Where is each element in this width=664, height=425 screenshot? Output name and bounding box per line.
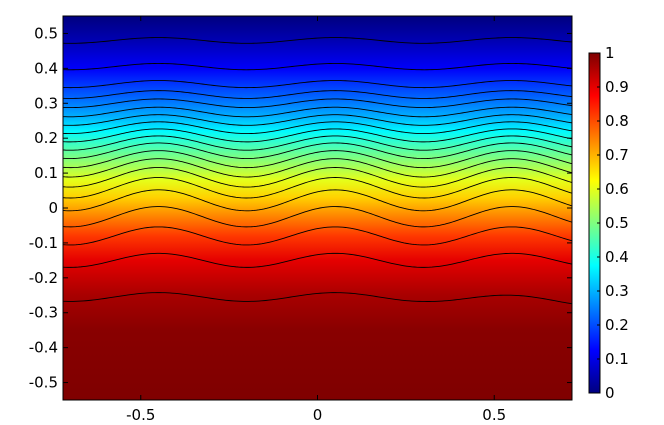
colorbar-tick-label: 0.2 [605,316,629,334]
colorbar-ticks: 1 0.9 0.8 0.7 0.6 0.5 0.4 0.3 0.2 0.1 0 [597,44,629,402]
contour-line [63,90,572,99]
y-tick-label: 0.4 [34,59,58,77]
contour-line [63,37,572,44]
y-axis: 0.5 0.4 0.3 0.2 0.1 0 -0.1 -0.2 -0.3 -0.4 -0.5 [29,24,572,392]
heatmap-field [63,16,572,400]
colorbar-tick-label: 0.4 [605,248,629,266]
x-axis: -0.5 0 0.5 [126,16,506,424]
contour-line [63,106,572,118]
colorbar-scale [589,53,600,393]
contour-line [63,142,572,159]
x-tick-label: 0 [313,406,323,424]
colorbar-tick-label: 0.6 [605,180,629,198]
colorbar-tick-label: 0.5 [605,214,629,232]
y-tick-label: 0.5 [34,24,58,42]
contour-lines [63,37,572,305]
colorbar: 1 0.9 0.8 0.7 0.6 0.5 0.4 0.3 0.2 0.1 0 [588,44,629,402]
contour-line [63,189,572,212]
y-tick-label: -0.1 [29,234,58,252]
colorbar-tick-label: 0.8 [605,112,629,130]
contour-line [63,128,572,143]
y-tick-label: 0.3 [34,94,58,112]
contour-line [63,206,572,228]
y-tick-label: -0.3 [29,304,58,322]
x-tick-label: -0.5 [126,406,155,424]
colorbar-tick-label: 0 [605,384,615,402]
colorbar-tick-label: 0.1 [605,350,629,368]
contour-line [63,114,572,126]
y-tick-label: 0.2 [34,129,58,147]
contour-line [63,252,572,268]
plot-area [62,15,573,401]
contour-line [63,292,572,305]
contour-line [63,177,572,199]
x-tick-label: 0.5 [482,406,506,424]
contour-line [63,167,572,188]
y-tick-label: -0.4 [29,339,58,357]
contour-line [63,121,572,135]
colorbar-tick-label: 0.9 [605,78,629,96]
contour-line [63,80,572,89]
colorbar-tick-label: 0.3 [605,282,629,300]
contour-line [63,135,572,151]
colorbar-tick-label: 0.7 [605,146,629,164]
contour-line [63,150,572,169]
contour-line [63,226,572,246]
colorbar-tick-label: 1 [605,44,615,62]
contour-line [63,98,572,109]
y-tick-label: 0 [48,199,58,217]
contour-line [63,158,572,178]
y-tick-label: -0.5 [29,374,58,392]
y-tick-label: 0.1 [34,164,58,182]
contour-line [63,63,572,71]
y-tick-label: -0.2 [29,269,58,287]
